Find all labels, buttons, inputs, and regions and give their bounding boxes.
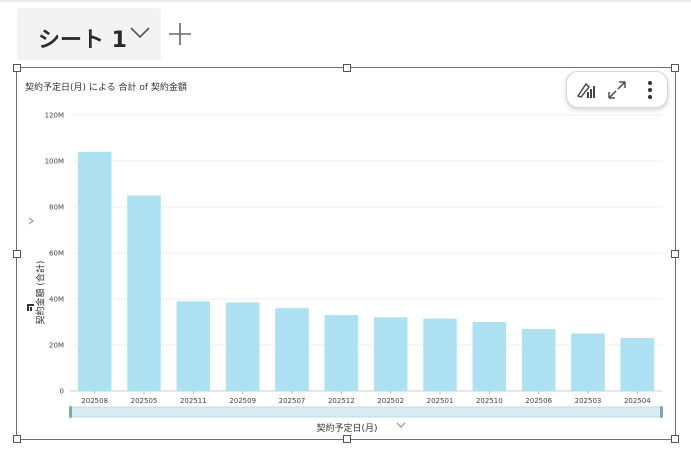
y-tick-label: 100M xyxy=(45,158,64,166)
y-tick-label: 20M xyxy=(49,342,64,350)
bar-chart: 0 20M 40M 60M 80M 100M 120M 202508 202505 202511… xyxy=(27,112,663,428)
bar-202503[interactable] xyxy=(571,333,605,392)
y-axis-title[interactable]: 契約金額 (合計) xyxy=(36,260,47,325)
chart-type-icon[interactable] xyxy=(574,79,596,101)
resize-handle-bottom-right[interactable] xyxy=(671,435,679,443)
scroll-bar-right-handle[interactable] xyxy=(660,406,663,418)
sheet-tab-bar: シート 1 xyxy=(0,0,691,62)
x-tick-label: 202503 xyxy=(575,397,602,405)
bar-202501[interactable] xyxy=(423,318,457,391)
y-tick-label: 40M xyxy=(49,296,64,304)
x-tick-label: 202504 xyxy=(624,397,651,405)
scroll-bar-left-handle[interactable] xyxy=(69,406,72,418)
x-tick-label: 202509 xyxy=(229,397,256,405)
chart-visual[interactable]: 契約予定日(月) による 合計 of 契約金額 0 20M 40M 60M 80M 100… xyxy=(13,64,679,443)
visual-toolbar xyxy=(566,71,668,108)
x-axis-chevron-icon[interactable] xyxy=(396,422,406,428)
resize-handle-bottom[interactable] xyxy=(343,435,351,443)
x-tick-label: 202511 xyxy=(180,397,207,405)
bar-202510[interactable] xyxy=(472,322,507,391)
chevron-down-icon[interactable] xyxy=(129,26,151,40)
more-options-icon[interactable] xyxy=(639,79,661,101)
bar-202505[interactable] xyxy=(127,195,161,392)
scroll-bar[interactable] xyxy=(69,406,663,418)
x-tick-label: 202508 xyxy=(81,397,108,405)
bar-202512[interactable] xyxy=(324,315,359,391)
x-tick-label: 202512 xyxy=(328,397,355,405)
resize-handle-right[interactable] xyxy=(671,250,679,258)
y-tick-label: 120M xyxy=(45,112,64,120)
x-tick-label: 202502 xyxy=(377,397,404,405)
y-tick-label: 80M xyxy=(49,204,64,212)
expand-icon[interactable] xyxy=(606,79,628,101)
bar-202509[interactable] xyxy=(225,302,260,391)
y-axis-menu-icon[interactable] xyxy=(27,304,34,311)
x-axis-title[interactable]: 契約予定日(月) xyxy=(316,424,378,434)
resize-handle-bottom-left[interactable] xyxy=(13,435,21,443)
gridlines xyxy=(70,114,662,392)
x-tick-label: 202505 xyxy=(131,397,158,405)
x-tick-label: 202510 xyxy=(476,397,503,405)
top-divider xyxy=(0,0,691,2)
bar-202508[interactable] xyxy=(77,151,112,391)
bar-202507[interactable] xyxy=(275,308,309,391)
bar-202504[interactable] xyxy=(620,338,655,391)
sheet-tab[interactable]: シート 1 xyxy=(17,8,161,60)
x-tick-label: 202506 xyxy=(525,397,552,405)
resize-handle-top[interactable] xyxy=(343,64,351,72)
bar-202502[interactable] xyxy=(373,317,408,391)
y-axis-chevron-icon[interactable] xyxy=(28,217,34,225)
bar-202511[interactable] xyxy=(176,301,211,391)
resize-handle-top-right[interactable] xyxy=(671,64,679,72)
chart-title: 契約予定日(月) による 合計 of 契約金額 xyxy=(25,83,187,93)
y-tick-label: 0 xyxy=(60,388,64,396)
x-axis-ticks: 202508 202505 202511 202509 202507 202512 2025… xyxy=(81,391,651,405)
bars xyxy=(77,151,655,392)
x-tick-label: 202501 xyxy=(427,397,454,405)
resize-handle-top-left[interactable] xyxy=(13,64,21,72)
y-axis-ticks: 0 20M 40M 60M 80M 100M 120M xyxy=(45,112,64,396)
x-tick-label: 202507 xyxy=(279,397,306,405)
add-sheet-icon[interactable] xyxy=(168,22,192,46)
bar-202506[interactable] xyxy=(521,328,556,391)
sheet-tab-label: シート 1 xyxy=(38,28,127,53)
resize-handle-left[interactable] xyxy=(13,250,21,258)
y-tick-label: 60M xyxy=(49,250,64,258)
